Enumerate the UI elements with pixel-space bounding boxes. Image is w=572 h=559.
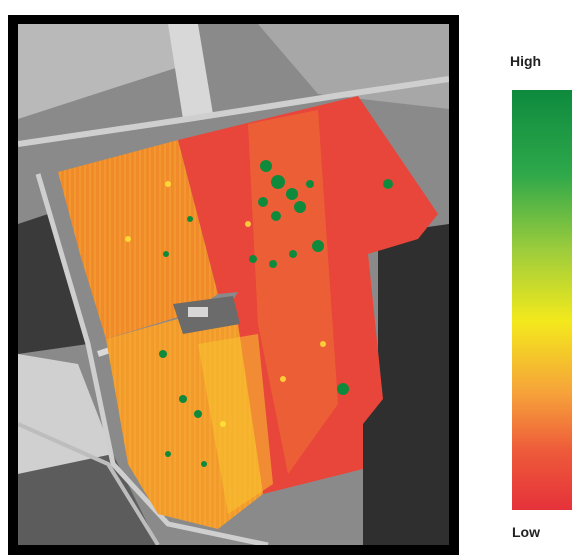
field-gray-top-left xyxy=(18,24,198,119)
legend-color-scale xyxy=(512,90,572,510)
field-dark-right xyxy=(363,224,449,545)
legend-low-label: Low xyxy=(512,524,540,540)
road-southwest xyxy=(18,422,160,545)
aerial-image-frame xyxy=(8,15,459,555)
road-north xyxy=(18,76,449,147)
farmyard xyxy=(168,24,213,119)
high-vigor-patches xyxy=(159,160,393,467)
legend-high-label: High xyxy=(510,53,542,69)
field-gray-left xyxy=(18,354,113,474)
tree-belt-left xyxy=(18,214,88,354)
road-west xyxy=(35,173,269,545)
vegetation-index-map xyxy=(18,24,449,545)
